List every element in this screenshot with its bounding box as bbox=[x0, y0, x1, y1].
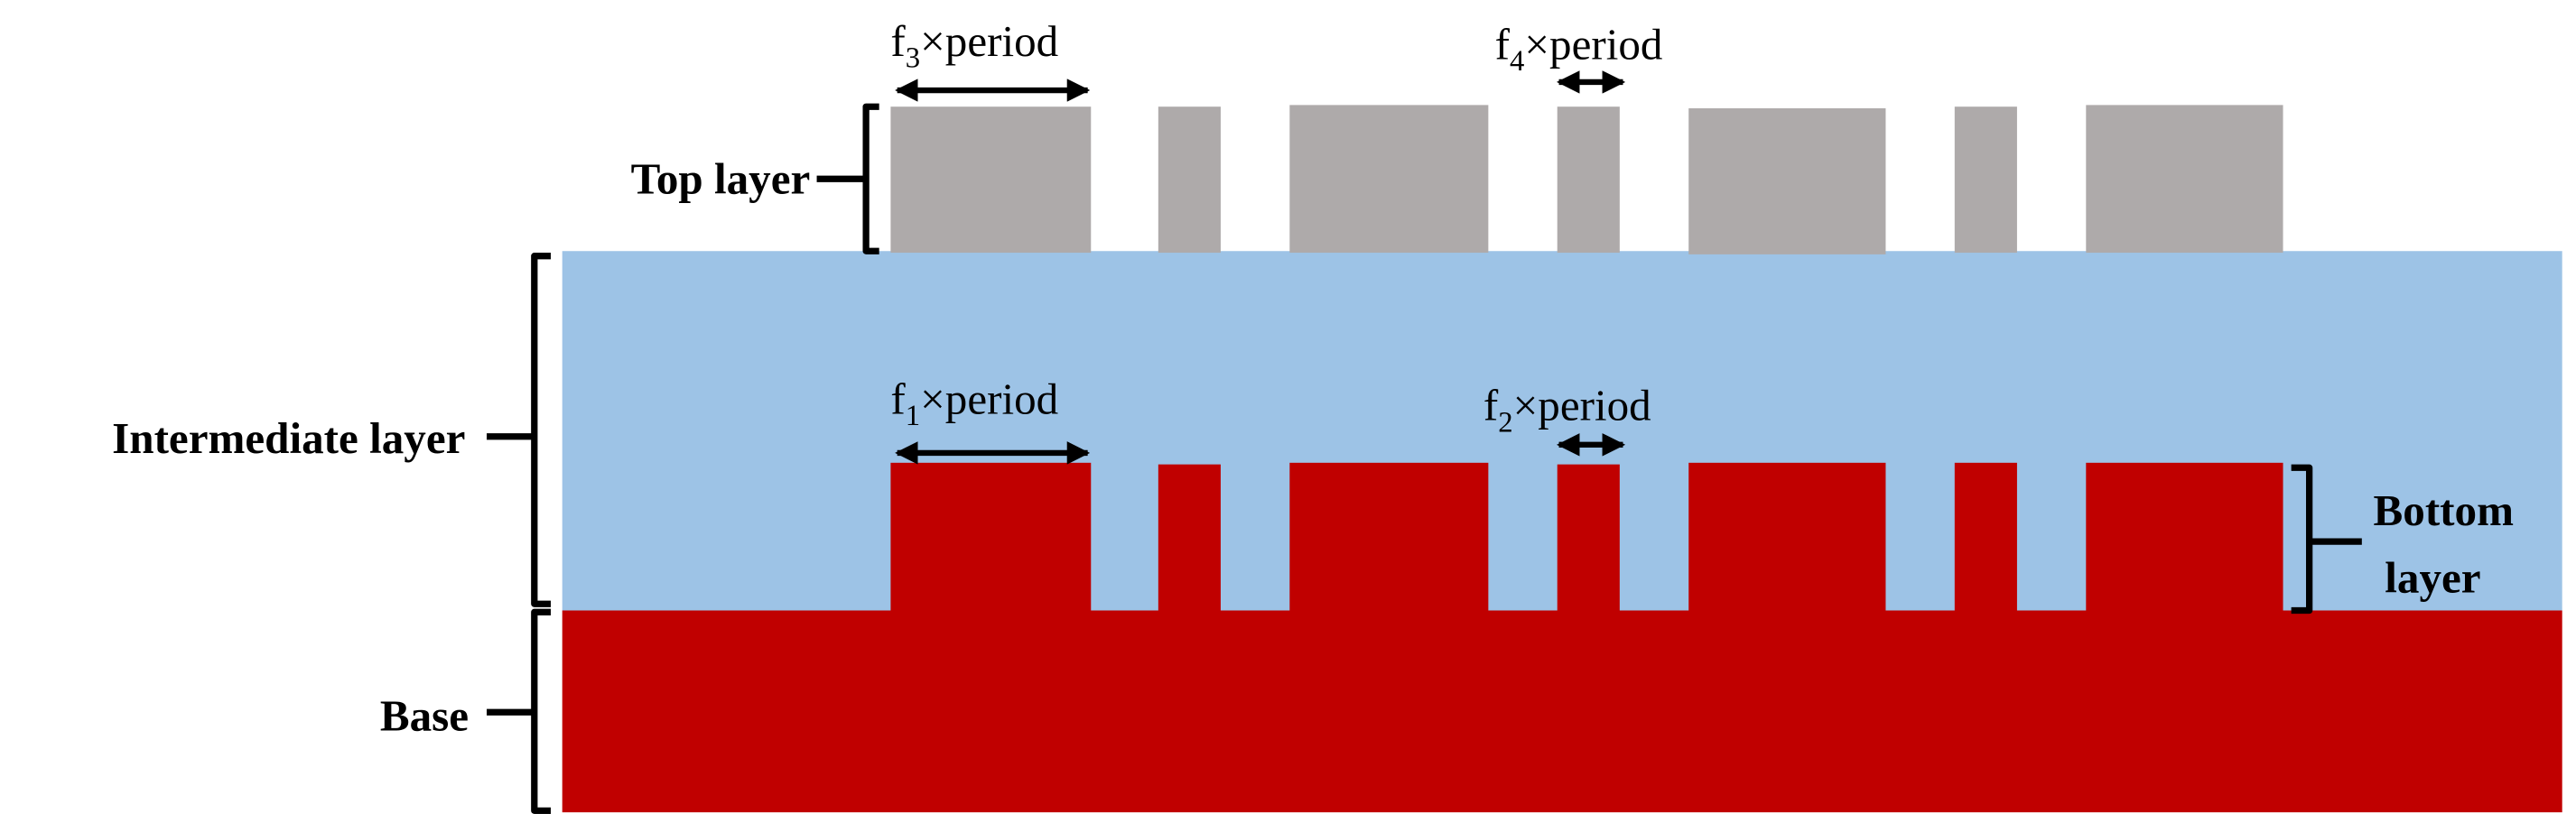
label: Intermediate layer bbox=[112, 413, 465, 463]
text-part: 1 bbox=[906, 400, 920, 432]
annotation: f1×period bbox=[890, 374, 1058, 432]
label: Base bbox=[380, 690, 469, 740]
label: Bottom bbox=[2374, 485, 2515, 535]
text-part: 3 bbox=[906, 42, 920, 75]
annotation: f2×period bbox=[1483, 381, 1651, 439]
text-part: 4 bbox=[1510, 45, 1524, 78]
text-part: ×period bbox=[920, 374, 1058, 423]
bracket bbox=[816, 103, 879, 254]
bracket bbox=[487, 253, 551, 607]
top-layer bbox=[890, 105, 2283, 254]
label: Top layer bbox=[631, 154, 811, 204]
text-part: f bbox=[1495, 19, 1511, 69]
bracket bbox=[487, 608, 551, 814]
text-part: f bbox=[890, 374, 906, 423]
label: layer bbox=[2385, 552, 2480, 602]
text-part: 2 bbox=[1498, 406, 1512, 439]
annotation: f4×period bbox=[1495, 19, 1663, 78]
base-layer bbox=[562, 610, 2562, 813]
text-part: ×period bbox=[1524, 19, 1662, 69]
bottom-layer bbox=[890, 462, 2283, 613]
text-part: f bbox=[890, 16, 906, 66]
annotation: f3×period bbox=[890, 16, 1058, 75]
text-part: f bbox=[1483, 381, 1499, 430]
text-part: ×period bbox=[1513, 381, 1651, 430]
text-part: ×period bbox=[920, 16, 1058, 66]
bracket bbox=[2291, 464, 2362, 615]
